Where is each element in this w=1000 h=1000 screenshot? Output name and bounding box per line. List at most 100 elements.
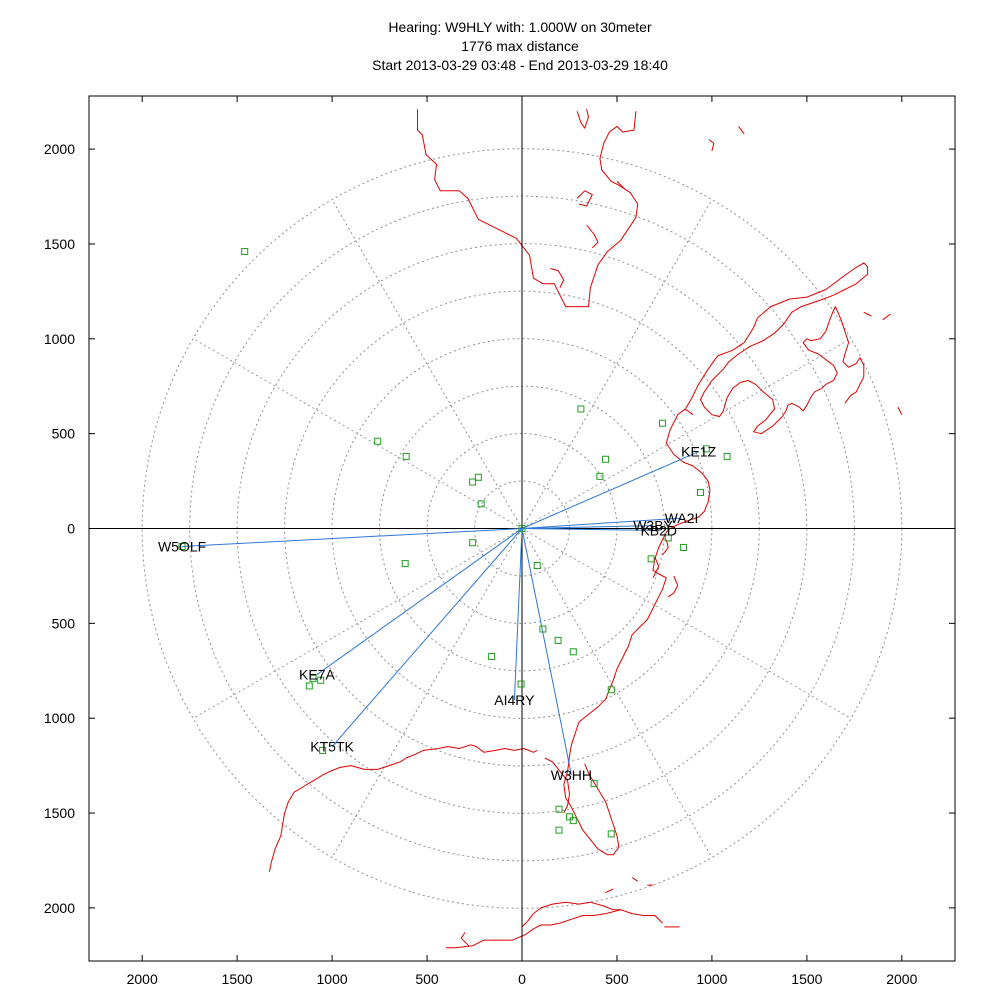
station-label: W5OLF	[158, 539, 206, 555]
spot-marker	[319, 746, 327, 754]
y-tick-label: 0	[67, 521, 75, 537]
station-label: WA2I	[665, 510, 699, 526]
y-tick-label: 500	[52, 615, 76, 631]
radial-gridline	[331, 528, 523, 858]
coastline-segment	[652, 556, 660, 579]
spot-marker	[590, 780, 598, 788]
station-label: KE7A	[299, 667, 335, 683]
spot-marker	[647, 555, 655, 563]
x-tick-label: 1500	[791, 971, 822, 987]
coastline-segment	[708, 139, 715, 152]
coastline-segment	[882, 313, 891, 321]
coastline-segment	[616, 181, 625, 190]
spot-marker	[723, 452, 731, 460]
coastline-segment	[563, 408, 711, 856]
spot-marker	[539, 625, 547, 633]
spot-marker	[577, 405, 585, 413]
spot-marker	[664, 534, 672, 542]
y-tick-label: 1000	[44, 710, 75, 726]
x-tick-label: 2000	[127, 971, 158, 987]
y-tick-label: 2000	[44, 141, 75, 157]
spot-marker	[569, 817, 577, 825]
spot-marker	[555, 826, 563, 834]
spot-marker	[697, 488, 705, 496]
spot-marker	[474, 473, 482, 481]
coastline-segment	[662, 539, 669, 556]
spot-marker	[569, 648, 577, 656]
spot-marker	[565, 813, 573, 821]
spot-marker	[607, 686, 615, 694]
x-tick-label: 500	[415, 971, 439, 987]
station-label: AI4RY	[494, 692, 535, 708]
spot-marker	[401, 560, 409, 568]
chart-title-line-1: Hearing: W9HLY with: 1.000W on 30meter	[388, 19, 652, 35]
radial-gridline	[521, 338, 852, 529]
spot-marker	[554, 636, 562, 644]
path-line	[513, 528, 523, 701]
coastline-segment	[550, 268, 565, 288]
coastline-segment	[544, 757, 570, 814]
y-tick-label: 1000	[44, 331, 75, 347]
spot-marker	[241, 248, 249, 256]
path-line	[521, 451, 699, 529]
spot-marker	[602, 455, 610, 463]
x-tick-label: 2000	[886, 971, 917, 987]
path-line	[521, 528, 659, 531]
radial-gridline	[521, 528, 713, 858]
path-line	[521, 517, 682, 529]
spot-marker	[702, 445, 710, 453]
station-label: KT5TK	[310, 739, 354, 755]
chart-title-line-3: Start 2013-03-29 03:48 - End 2013-03-29 …	[372, 57, 668, 73]
coastline-segment	[738, 126, 745, 135]
radial-gridline	[521, 528, 852, 719]
coastline-segment	[586, 224, 599, 249]
path-line	[521, 525, 654, 529]
station-label: KE1Z	[681, 444, 716, 460]
path-line	[182, 528, 523, 548]
home-marker	[518, 525, 526, 532]
spot-marker	[469, 478, 477, 486]
spot-marker	[402, 452, 410, 460]
path-line	[331, 528, 523, 747]
spot-marker	[596, 472, 604, 480]
spot-marker	[555, 805, 563, 813]
coastline-map	[268, 109, 903, 949]
coastline-segment	[667, 575, 679, 598]
coastline-segment	[620, 909, 663, 924]
coastline-segment	[268, 744, 538, 872]
station-label: W3BY	[633, 518, 673, 534]
x-tick-label: 0	[518, 971, 526, 987]
spot-marker	[469, 539, 477, 547]
coastline-segment	[446, 901, 622, 949]
coastline-segment	[631, 877, 639, 882]
coastline-segment	[605, 888, 614, 894]
station-label: W3HH	[551, 767, 592, 783]
spot-marker	[374, 437, 382, 445]
y-tick-label: 1500	[44, 236, 75, 252]
coastline-segment	[576, 190, 593, 207]
x-tick-label: 1500	[222, 971, 253, 987]
spot-marker	[317, 676, 325, 684]
radial-gridline	[192, 528, 523, 719]
coastline-segment	[460, 932, 470, 947]
path-line	[521, 528, 572, 776]
spot-marker	[679, 543, 687, 551]
spot-marker	[659, 419, 667, 427]
coastline-segment	[576, 109, 589, 129]
station-label: KB2D	[640, 522, 677, 538]
path-line	[316, 528, 523, 675]
spot-marker	[178, 543, 186, 551]
chart-title: Hearing: W9HLY with: 1.000W on 30meter 1…	[372, 19, 668, 73]
spot-marker	[477, 500, 485, 508]
radial-gridline	[331, 199, 523, 529]
spot-marker	[305, 682, 313, 690]
coastline-segment	[863, 311, 872, 317]
radial-gridline	[192, 338, 523, 529]
x-tick-label: 1000	[317, 971, 348, 987]
spot-marker	[607, 830, 615, 838]
x-tick-label: 1000	[696, 971, 727, 987]
radial-gridline	[521, 199, 713, 529]
spot-marker	[517, 680, 525, 688]
